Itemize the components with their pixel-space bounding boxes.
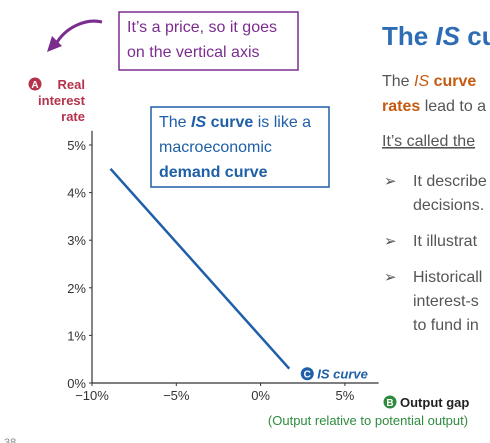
badge	[28, 77, 42, 91]
x-tick-label: −10%	[75, 388, 109, 403]
bullet-marker: ➢	[384, 173, 397, 190]
callout-box	[150, 106, 330, 188]
series-label: IS curve	[317, 367, 368, 382]
y-tick-label: 3%	[67, 233, 86, 248]
bullet-marker: ➢	[384, 233, 397, 250]
body-text: The IS curve	[382, 73, 476, 90]
callout-text: It’s a price, so it goes	[127, 19, 277, 36]
bullet-marker: ➢	[384, 269, 397, 286]
x-tick-label: −5%	[163, 388, 190, 403]
badge-letter: C	[304, 370, 311, 381]
y-axis-label: rate	[61, 109, 85, 124]
y-axis-label: interest	[38, 93, 86, 108]
chart: 0% 1% 2% 3% 4% 5% −10% −5% 0% 5% A Realinterestrate…	[28, 77, 469, 428]
bullet-text: Historicall	[413, 269, 482, 286]
bullet-text: to fund in	[413, 317, 479, 334]
callout-text: macroeconomic	[159, 139, 272, 156]
callout-text: The IS curve is like a	[159, 114, 311, 131]
y-axis-label: Real	[58, 77, 85, 92]
badge-letter: A	[31, 80, 38, 91]
x-axis-label: Output gap	[400, 395, 469, 410]
bullet-text: It describe	[413, 173, 487, 190]
y-tick-label: 4%	[67, 186, 86, 201]
subheading: It’s called the	[382, 133, 475, 150]
bullet-text: interest-s	[413, 293, 479, 310]
is-curve	[109, 167, 291, 370]
callout-text: on the vertical axis	[127, 44, 260, 61]
bullet-text: It illustrat	[413, 233, 478, 250]
arrowhead	[47, 36, 62, 52]
body-text: rates lead to a	[382, 98, 486, 115]
bullet-list: ➢ It describe decisions. ➢ It illustrat ➢ Hist…	[384, 173, 487, 334]
x-axis-sublabel: (Output relative to potential output)	[268, 413, 468, 428]
badge-letter: B	[386, 398, 393, 409]
page-number: 38	[4, 437, 16, 443]
y-tick-label: 0%	[67, 376, 86, 391]
x-tick-label: 0%	[251, 388, 270, 403]
badge	[300, 367, 314, 381]
y-tick-label: 1%	[67, 328, 86, 343]
callout-box	[118, 11, 299, 71]
callout-text: demand curve	[159, 164, 268, 181]
bullet-text: decisions.	[413, 197, 484, 214]
slide-title: The IS cu	[382, 21, 490, 51]
y-tick-label: 5%	[67, 138, 86, 153]
badge	[383, 395, 397, 409]
x-tick-label: 5%	[336, 388, 355, 403]
callout-arrow	[54, 19, 103, 45]
y-tick-label: 2%	[67, 281, 86, 296]
